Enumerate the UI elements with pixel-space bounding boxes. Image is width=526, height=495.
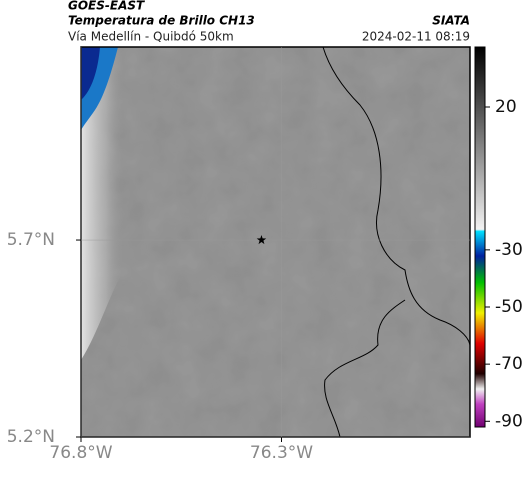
colorbar-tick-label: -70 xyxy=(495,354,523,374)
source: SIATA xyxy=(432,14,470,28)
y-tick-label: 5.7°N xyxy=(7,230,55,250)
subtitle: Temperatura de Brillo CH13 xyxy=(68,14,255,28)
colorbar-tick-label: -90 xyxy=(495,411,523,431)
region: Vía Medellín - Quibdó 50km xyxy=(68,30,234,44)
datetime: 2024-02-11 08:19 xyxy=(362,30,470,44)
x-tick-label: 76.3°W xyxy=(250,443,313,463)
map-image xyxy=(81,47,470,437)
y-tick-label: 5.2°N xyxy=(7,427,55,447)
colorbar xyxy=(474,46,486,428)
colorbar-tick-label: -30 xyxy=(495,240,523,260)
x-tick-label: 76.8°W xyxy=(49,443,112,463)
colorbar-tick-label: 20 xyxy=(495,97,517,117)
location-marker xyxy=(256,235,267,245)
title: GOES-EAST xyxy=(68,0,145,13)
colorbar-tick-label: -50 xyxy=(495,297,523,317)
